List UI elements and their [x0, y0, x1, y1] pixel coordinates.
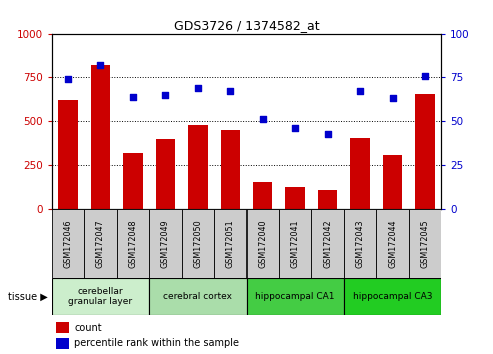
Bar: [123, 153, 142, 209]
Text: GSM172048: GSM172048: [128, 219, 138, 268]
Bar: [285, 187, 305, 209]
Point: [291, 125, 299, 131]
Bar: [117, 209, 149, 278]
Bar: [52, 278, 149, 315]
Point: [97, 62, 105, 68]
Text: GSM172050: GSM172050: [193, 219, 202, 268]
Text: cerebellar
granular layer: cerebellar granular layer: [69, 287, 133, 306]
Point: [194, 85, 202, 91]
Text: GSM172044: GSM172044: [388, 219, 397, 268]
Bar: [56, 322, 69, 333]
Point: [388, 96, 396, 101]
Bar: [246, 278, 344, 315]
Text: GSM172051: GSM172051: [226, 219, 235, 268]
Point: [259, 117, 267, 122]
Bar: [246, 209, 279, 278]
Bar: [312, 209, 344, 278]
Text: tissue ▶: tissue ▶: [8, 291, 48, 302]
Bar: [318, 190, 337, 209]
Bar: [351, 138, 370, 209]
Bar: [84, 209, 117, 278]
Text: GSM172045: GSM172045: [421, 219, 429, 268]
Point: [421, 73, 429, 79]
Text: GSM172049: GSM172049: [161, 219, 170, 268]
Bar: [415, 94, 435, 209]
Bar: [214, 209, 246, 278]
Text: percentile rank within the sample: percentile rank within the sample: [74, 338, 240, 348]
Text: GSM172042: GSM172042: [323, 219, 332, 268]
Bar: [344, 278, 441, 315]
Bar: [383, 155, 402, 209]
Bar: [376, 209, 409, 278]
Text: count: count: [74, 322, 102, 332]
Point: [324, 131, 332, 136]
Bar: [344, 209, 376, 278]
Point: [356, 88, 364, 94]
Point: [161, 92, 169, 98]
Bar: [253, 182, 273, 209]
Bar: [181, 209, 214, 278]
Text: hippocampal CA1: hippocampal CA1: [255, 292, 335, 301]
Point: [129, 94, 137, 99]
Text: GSM172043: GSM172043: [355, 219, 365, 268]
Text: hippocampal CA3: hippocampal CA3: [353, 292, 432, 301]
Bar: [52, 209, 84, 278]
Text: GSM172047: GSM172047: [96, 219, 105, 268]
Bar: [149, 278, 246, 315]
Bar: [56, 338, 69, 349]
Bar: [188, 125, 208, 209]
Bar: [409, 209, 441, 278]
Bar: [91, 65, 110, 209]
Title: GDS3726 / 1374582_at: GDS3726 / 1374582_at: [174, 19, 319, 33]
Bar: [149, 209, 181, 278]
Bar: [156, 139, 175, 209]
Bar: [220, 130, 240, 209]
Text: cerebral cortex: cerebral cortex: [163, 292, 232, 301]
Text: GSM172041: GSM172041: [291, 219, 300, 268]
Bar: [279, 209, 312, 278]
Point: [226, 88, 234, 94]
Text: GSM172040: GSM172040: [258, 219, 267, 268]
Text: GSM172046: GSM172046: [64, 219, 72, 268]
Bar: [58, 100, 78, 209]
Point: [64, 76, 72, 82]
